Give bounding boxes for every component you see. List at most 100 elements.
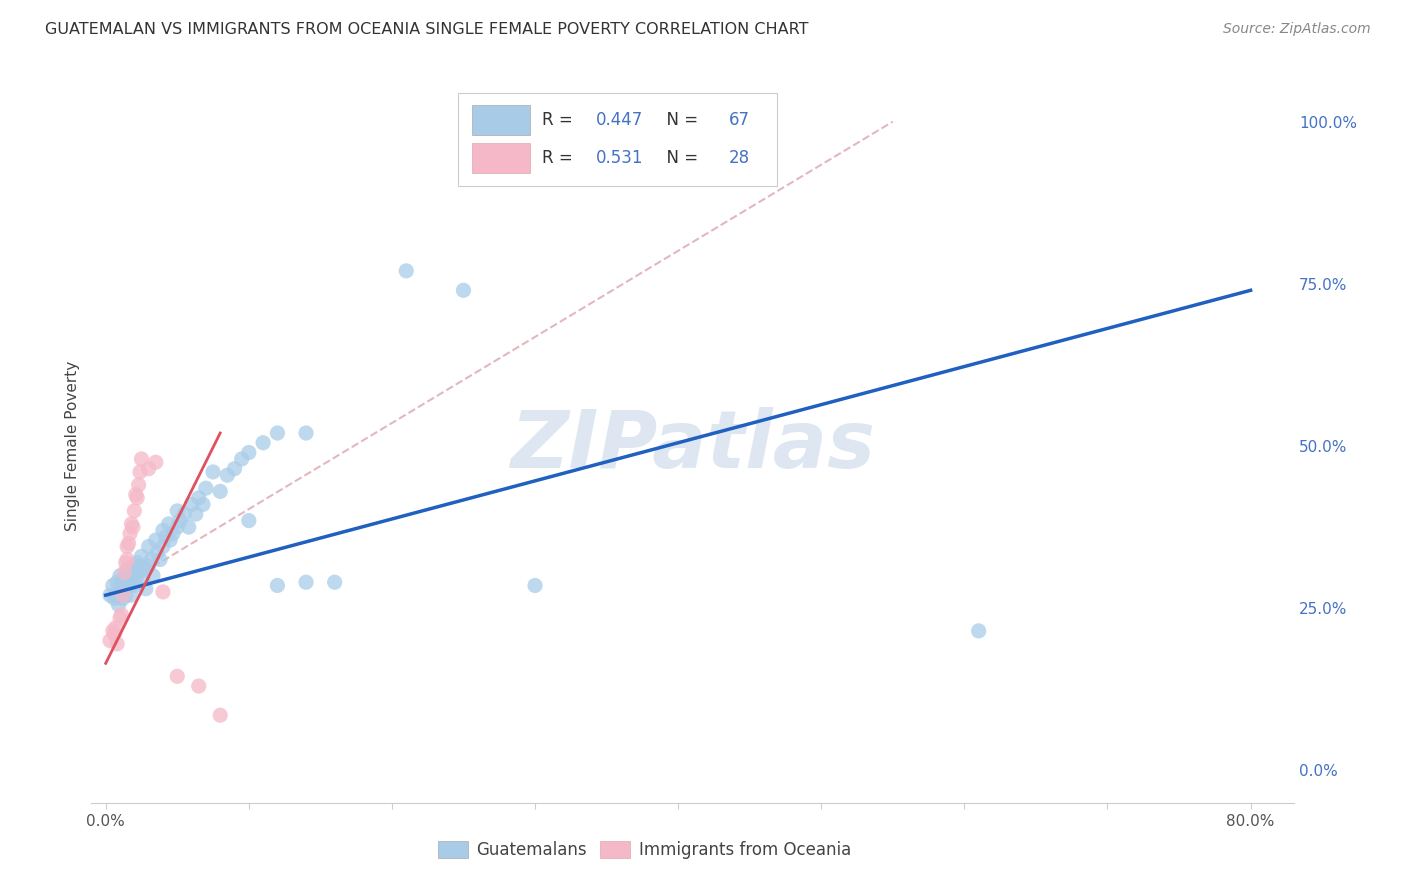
Point [101,578,124,592]
Point [101,624,124,638]
Point [98,588,121,602]
Point [134,562,156,576]
Point [177,520,200,534]
Y-axis label: Single Female Poverty: Single Female Poverty [65,361,80,531]
Point [169,514,191,528]
Point [224,461,246,475]
Text: ZIPatlas: ZIPatlas [510,407,875,485]
Point [266,578,288,592]
Text: Source: ZipAtlas.com: Source: ZipAtlas.com [1223,22,1371,37]
Point [108,568,131,582]
Point [120,588,143,602]
Point [187,679,209,693]
Point [131,549,153,564]
Point [131,559,153,574]
Point [108,611,131,625]
Point [162,526,184,541]
Point [152,585,174,599]
Point [209,484,232,499]
Point [120,516,143,531]
Point [238,514,260,528]
Text: N =: N = [657,111,704,128]
Point [107,598,129,612]
Point [453,283,475,297]
Point [105,575,128,590]
Point [105,637,128,651]
Point [131,452,153,467]
Point [127,491,149,505]
Point [159,533,181,547]
Point [191,497,214,511]
Point [122,520,145,534]
Point [184,507,207,521]
Point [111,591,134,606]
Point [166,504,188,518]
Point [238,445,260,459]
Point [112,572,135,586]
Point [323,575,346,590]
Text: R =: R = [543,150,578,168]
Point [138,461,160,475]
Point [124,559,146,574]
Point [132,572,155,586]
Point [104,588,127,602]
Point [149,552,172,566]
Point [124,578,146,592]
Legend: Guatemalans, Immigrants from Oceania: Guatemalans, Immigrants from Oceania [432,834,858,866]
Point [128,566,150,580]
Point [118,526,141,541]
Text: GUATEMALAN VS IMMIGRANTS FROM OCEANIA SINGLE FEMALE POVERTY CORRELATION CHART: GUATEMALAN VS IMMIGRANTS FROM OCEANIA SI… [45,22,808,37]
Point [266,425,288,440]
Point [114,556,136,570]
Point [127,556,149,570]
Point [524,578,547,592]
Point [138,559,160,574]
Point [187,491,209,505]
Point [103,627,125,641]
FancyBboxPatch shape [472,144,530,173]
Point [152,540,174,554]
Point [142,568,165,582]
Point [395,264,418,278]
Point [145,455,167,469]
Text: 0.531: 0.531 [596,150,644,168]
Point [117,536,139,550]
Point [141,552,163,566]
Point [114,588,136,602]
Point [252,435,274,450]
Point [111,588,134,602]
Point [166,520,188,534]
Point [146,546,169,560]
Point [209,708,232,723]
Point [202,465,225,479]
FancyBboxPatch shape [458,93,776,186]
Point [145,533,167,547]
Point [104,621,127,635]
Point [217,468,239,483]
Point [115,552,138,566]
Point [110,607,132,622]
Text: R =: R = [543,111,578,128]
Point [124,504,146,518]
Point [128,478,150,492]
Point [115,540,138,554]
Point [173,507,195,521]
Text: 28: 28 [728,150,749,168]
Point [152,524,174,538]
Point [110,578,132,592]
Point [157,516,180,531]
Point [125,488,148,502]
Point [117,578,139,592]
Point [118,572,141,586]
Point [194,481,217,495]
Point [122,568,145,582]
Point [129,465,152,479]
Point [135,582,157,596]
Point [138,540,160,554]
Point [180,497,202,511]
Point [115,562,138,576]
Point [108,585,131,599]
Point [295,425,318,440]
Text: 0.447: 0.447 [596,111,644,128]
Text: N =: N = [657,150,704,168]
